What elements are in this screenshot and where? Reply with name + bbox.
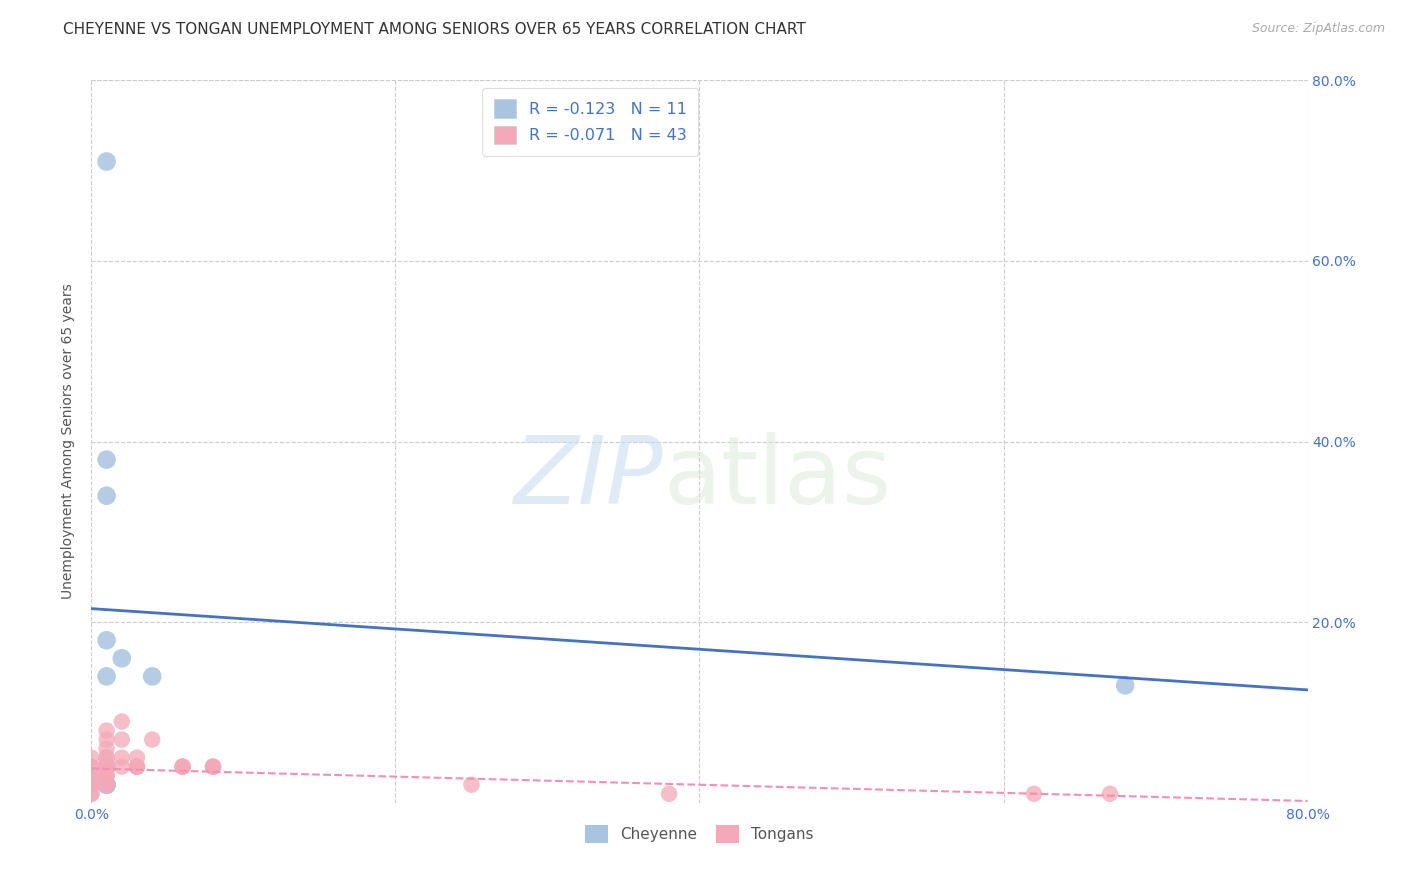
Point <box>96 750 118 764</box>
Text: Source: ZipAtlas.com: Source: ZipAtlas.com <box>1251 22 1385 36</box>
Point <box>202 760 225 774</box>
Legend: Cheyenne, Tongans: Cheyenne, Tongans <box>579 819 820 849</box>
Point <box>96 769 118 783</box>
Point <box>111 732 134 747</box>
Point <box>96 778 118 792</box>
Point <box>1114 678 1136 692</box>
Point <box>96 633 118 648</box>
Text: atlas: atlas <box>664 432 891 524</box>
Point <box>80 750 103 764</box>
Point <box>125 760 148 774</box>
Point <box>80 778 103 792</box>
Point <box>172 760 194 774</box>
Point <box>96 769 118 783</box>
Point <box>96 452 118 467</box>
Point <box>96 760 118 774</box>
Point <box>1098 787 1121 801</box>
Point <box>111 714 134 729</box>
Point <box>460 778 482 792</box>
Point <box>96 760 118 774</box>
Point <box>80 760 103 774</box>
Point <box>111 750 134 764</box>
Point <box>96 669 118 683</box>
Point <box>141 732 163 747</box>
Point <box>80 769 103 783</box>
Point <box>202 760 225 774</box>
Point <box>1022 787 1045 801</box>
Point <box>80 778 103 792</box>
Point <box>111 651 134 665</box>
Point <box>96 154 118 169</box>
Point <box>172 760 194 774</box>
Point <box>80 787 103 801</box>
Point <box>96 778 118 792</box>
Point <box>80 769 103 783</box>
Point <box>96 723 118 738</box>
Point <box>96 741 118 756</box>
Point <box>96 760 118 774</box>
Point <box>111 760 134 774</box>
Point <box>80 787 103 801</box>
Point <box>125 760 148 774</box>
Point <box>141 669 163 683</box>
Text: CHEYENNE VS TONGAN UNEMPLOYMENT AMONG SENIORS OVER 65 YEARS CORRELATION CHART: CHEYENNE VS TONGAN UNEMPLOYMENT AMONG SE… <box>63 22 806 37</box>
Point <box>80 760 103 774</box>
Point <box>202 760 225 774</box>
Point <box>96 489 118 503</box>
Point <box>96 750 118 764</box>
Point <box>80 778 103 792</box>
Point <box>125 760 148 774</box>
Point <box>172 760 194 774</box>
Point <box>96 760 118 774</box>
Point <box>96 732 118 747</box>
Point <box>80 769 103 783</box>
Point <box>125 750 148 764</box>
Y-axis label: Unemployment Among Seniors over 65 years: Unemployment Among Seniors over 65 years <box>62 284 76 599</box>
Point <box>96 778 118 792</box>
Point <box>96 778 118 792</box>
Point <box>96 769 118 783</box>
Text: ZIP: ZIP <box>513 432 664 524</box>
Point <box>658 787 681 801</box>
